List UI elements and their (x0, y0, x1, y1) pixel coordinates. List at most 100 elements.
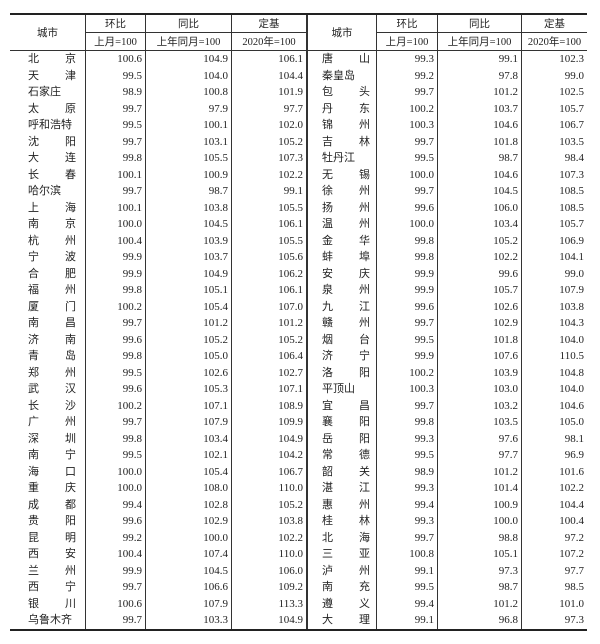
mom-value: 99.8 (376, 414, 438, 431)
city-cell: 成都 (10, 497, 86, 514)
yoy-value: 100.0 (437, 513, 522, 530)
fixed-value: 101.9 (231, 84, 308, 101)
yoy-value: 107.9 (145, 414, 232, 431)
city-name: 青岛 (28, 350, 76, 363)
city-name: 沈阳 (28, 135, 76, 148)
city-cell: 扬州 (306, 199, 377, 216)
city-name: 温州 (322, 218, 370, 231)
mom-value: 100.6 (85, 50, 146, 68)
fixed-value: 110.0 (231, 480, 308, 497)
table-row: 呼和浩特 99.5 100.1 102.0 锦州 100.3 104.6 106.7 (10, 117, 587, 134)
city-name: 南京 (28, 218, 76, 231)
fixed-value: 106.9 (521, 232, 587, 249)
fixed-value: 99.1 (231, 183, 308, 200)
yoy-value: 105.1 (145, 282, 232, 299)
fixed-value: 106.7 (231, 463, 308, 480)
yoy-value: 103.4 (437, 216, 522, 233)
city-name: 广州 (28, 416, 76, 429)
fixed-value: 104.9 (231, 430, 308, 447)
fixed-value: 106.7 (521, 117, 587, 134)
city-cell: 合肥 (10, 266, 86, 283)
fixed-value: 106.1 (231, 282, 308, 299)
mom-value: 99.4 (376, 595, 438, 612)
city-name: 蚌埠 (322, 251, 370, 264)
table-row: 福州 99.8 105.1 106.1 泉州 99.9 105.7 107.9 (10, 282, 587, 299)
city-name: 丹东 (322, 102, 370, 115)
header-yoy-base: 上年同月=100 (145, 32, 232, 51)
city-name: 三亚 (322, 548, 370, 561)
mom-value: 100.0 (376, 216, 438, 233)
header-fixed-base-2: 2020年=100 (521, 32, 587, 51)
city-cell: 秦皇岛 (306, 67, 377, 84)
city-cell: 遵义 (306, 595, 377, 612)
mom-value: 100.3 (376, 117, 438, 134)
city-cell: 太原 (10, 101, 86, 118)
mom-value: 99.5 (376, 150, 438, 167)
city-cell: 泉州 (306, 282, 377, 299)
yoy-value: 105.3 (145, 381, 232, 398)
city-cell: 南京 (10, 216, 86, 233)
yoy-value: 101.2 (145, 315, 232, 332)
header-yoy-base-2: 上年同月=100 (437, 32, 522, 51)
mom-value: 99.9 (376, 265, 438, 282)
city-cell: 西宁 (10, 579, 86, 596)
mom-value: 99.3 (376, 480, 438, 497)
yoy-value: 105.0 (145, 348, 232, 365)
fixed-value: 104.3 (521, 315, 587, 332)
yoy-value: 103.7 (145, 249, 232, 266)
city-cell: 大理 (306, 612, 377, 631)
mom-value: 99.1 (376, 612, 438, 631)
city-name: 徐州 (322, 185, 370, 198)
mom-value: 100.0 (85, 463, 146, 480)
fixed-value: 110.0 (231, 546, 308, 563)
yoy-value: 103.2 (437, 397, 522, 414)
yoy-value: 107.1 (145, 397, 232, 414)
city-name: 大连 (28, 152, 76, 165)
city-cell: 蚌埠 (306, 249, 377, 266)
city-name: 上海 (28, 201, 76, 214)
yoy-value: 97.3 (437, 562, 522, 579)
city-name: 成都 (28, 498, 76, 511)
fixed-value: 104.2 (231, 447, 308, 464)
table-row: 大连 99.8 105.5 107.3 牡丹江 99.5 98.7 98.4 (10, 150, 587, 167)
table-row: 武汉 99.6 105.3 107.1 平顶山 100.3 103.0 104.0 (10, 381, 587, 398)
table-row: 青岛 99.8 105.0 106.4 济宁 99.9 107.6 110.5 (10, 348, 587, 365)
city-cell: 韶关 (306, 463, 377, 480)
city-name: 武汉 (28, 383, 76, 396)
fixed-value: 97.2 (521, 529, 587, 546)
mom-value: 100.1 (85, 166, 146, 183)
city-name: 合肥 (28, 267, 76, 280)
city-name: 唐山 (322, 53, 370, 66)
city-cell: 天津 (10, 68, 86, 85)
mom-value: 99.9 (85, 562, 146, 579)
table-row: 乌鲁木齐 99.7 103.3 104.9 大理 99.1 96.8 97.3 (10, 612, 587, 631)
mom-value: 100.3 (376, 381, 438, 398)
fixed-value: 107.9 (521, 282, 587, 299)
city-name: 惠州 (322, 498, 370, 511)
city-name: 吉林 (322, 135, 370, 148)
table-row: 兰州 99.9 104.5 106.0 泸州 99.1 97.3 97.7 (10, 562, 587, 579)
yoy-value: 97.9 (145, 100, 232, 117)
city-cell: 九江 (306, 298, 377, 315)
header-mom-2: 环比 (376, 13, 438, 33)
city-cell: 银川 (10, 596, 86, 613)
fixed-value: 104.0 (521, 331, 587, 348)
city-name: 贵阳 (28, 515, 76, 528)
city-name: 西安 (28, 548, 76, 561)
mom-value: 99.3 (376, 513, 438, 530)
mom-value: 99.7 (85, 133, 146, 150)
fixed-value: 103.8 (231, 513, 308, 530)
header-yoy-2: 同比 (437, 13, 522, 33)
fixed-value: 105.6 (231, 249, 308, 266)
table-row: 天津 99.5 104.0 104.4 秦皇岛 99.2 97.8 99.0 (10, 67, 587, 85)
table-row: 南昌 99.7 101.2 101.2 赣州 99.7 102.9 104.3 (10, 315, 587, 332)
city-name: 秦皇岛 (322, 69, 355, 82)
city-cell: 沈阳 (10, 134, 86, 151)
mom-value: 100.2 (376, 100, 438, 117)
city-name: 太原 (28, 102, 76, 115)
yoy-value: 103.1 (145, 133, 232, 150)
yoy-value: 103.9 (437, 364, 522, 381)
fixed-value: 105.2 (231, 496, 308, 513)
fixed-value: 108.5 (521, 183, 587, 200)
fixed-value: 102.3 (521, 50, 587, 68)
